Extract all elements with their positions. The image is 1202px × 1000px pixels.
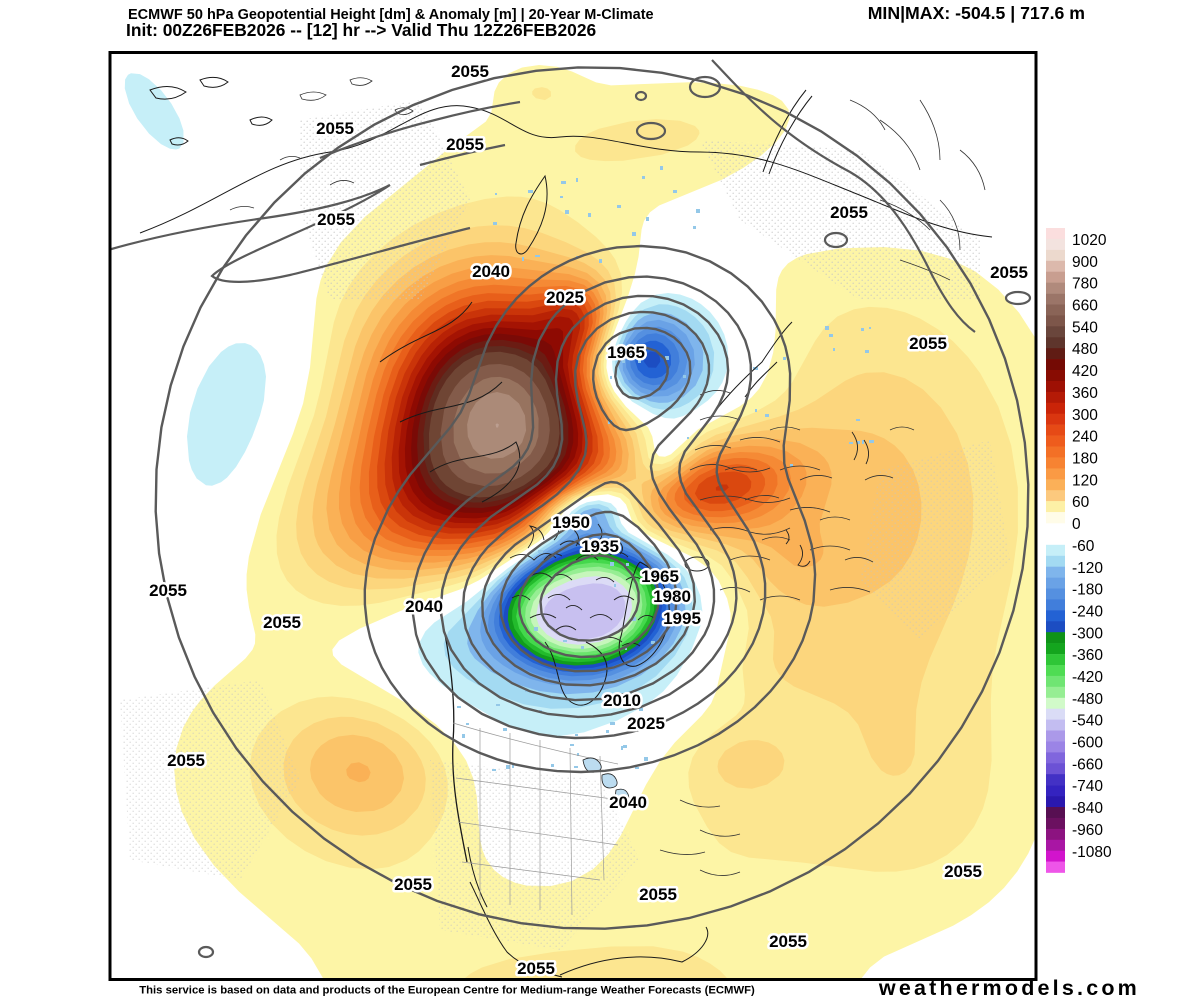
svg-text:2025: 2025 [546, 288, 584, 307]
svg-text:120: 120 [1072, 472, 1098, 489]
svg-text:Init: 00Z26FEB2026 -- [12] hr: Init: 00Z26FEB2026 -- [12] hr --> Valid … [126, 20, 597, 40]
svg-text:2055: 2055 [167, 751, 205, 770]
svg-text:2055: 2055 [830, 203, 868, 222]
svg-text:240: 240 [1072, 429, 1098, 446]
svg-text:ECMWF 50 hPa Geopotential Heig: ECMWF 50 hPa Geopotential Height [dm] & … [128, 7, 654, 23]
svg-text:2055: 2055 [639, 885, 677, 904]
svg-text:weathermodels.com: weathermodels.com [878, 976, 1140, 1000]
svg-text:-300: -300 [1072, 625, 1103, 642]
svg-text:-180: -180 [1072, 582, 1103, 599]
svg-text:-420: -420 [1072, 669, 1103, 686]
svg-text:1950: 1950 [552, 513, 590, 532]
svg-text:180: 180 [1072, 451, 1098, 468]
svg-text:2040: 2040 [472, 262, 510, 281]
svg-text:1980: 1980 [653, 587, 691, 606]
svg-text:0: 0 [1072, 516, 1081, 533]
svg-text:1965: 1965 [607, 343, 645, 362]
svg-text:420: 420 [1072, 363, 1098, 380]
svg-text:2055: 2055 [317, 210, 355, 229]
svg-text:780: 780 [1072, 276, 1098, 293]
svg-text:2055: 2055 [394, 875, 432, 894]
svg-text:-660: -660 [1072, 756, 1103, 773]
svg-text:2025: 2025 [627, 714, 665, 733]
svg-text:MIN|MAX: -504.5 | 717.6 m: MIN|MAX: -504.5 | 717.6 m [868, 3, 1085, 23]
svg-text:-600: -600 [1072, 735, 1103, 752]
svg-text:-1080: -1080 [1072, 844, 1112, 861]
svg-text:-740: -740 [1072, 778, 1103, 795]
svg-text:-120: -120 [1072, 560, 1103, 577]
svg-text:2055: 2055 [990, 263, 1028, 282]
svg-text:2055: 2055 [149, 581, 187, 600]
svg-text:2055: 2055 [446, 135, 484, 154]
svg-text:2055: 2055 [517, 959, 555, 978]
svg-text:300: 300 [1072, 407, 1098, 424]
svg-text:900: 900 [1072, 254, 1098, 271]
svg-text:-540: -540 [1072, 713, 1103, 730]
svg-text:2040: 2040 [609, 793, 647, 812]
svg-text:-240: -240 [1072, 604, 1103, 621]
svg-text:-60: -60 [1072, 538, 1095, 555]
svg-text:480: 480 [1072, 341, 1098, 358]
svg-text:60: 60 [1072, 494, 1090, 511]
svg-text:2055: 2055 [769, 932, 807, 951]
svg-text:1965: 1965 [641, 567, 679, 586]
svg-text:1995: 1995 [663, 609, 701, 628]
svg-text:360: 360 [1072, 385, 1098, 402]
svg-text:-960: -960 [1072, 822, 1103, 839]
svg-text:2055: 2055 [263, 613, 301, 632]
svg-text:-840: -840 [1072, 800, 1103, 817]
svg-text:-360: -360 [1072, 647, 1103, 664]
svg-text:540: 540 [1072, 319, 1098, 336]
svg-text:2055: 2055 [944, 862, 982, 881]
svg-text:2055: 2055 [451, 62, 489, 81]
svg-text:1935: 1935 [581, 537, 619, 556]
svg-text:1020: 1020 [1072, 232, 1107, 249]
svg-text:2055: 2055 [909, 334, 947, 353]
svg-text:660: 660 [1072, 298, 1098, 315]
svg-text:2055: 2055 [316, 119, 354, 138]
svg-text:-480: -480 [1072, 691, 1103, 708]
svg-text:2010: 2010 [603, 691, 641, 710]
svg-text:2040: 2040 [405, 597, 443, 616]
svg-text:This service is based on data: This service is based on data and produc… [139, 985, 755, 997]
